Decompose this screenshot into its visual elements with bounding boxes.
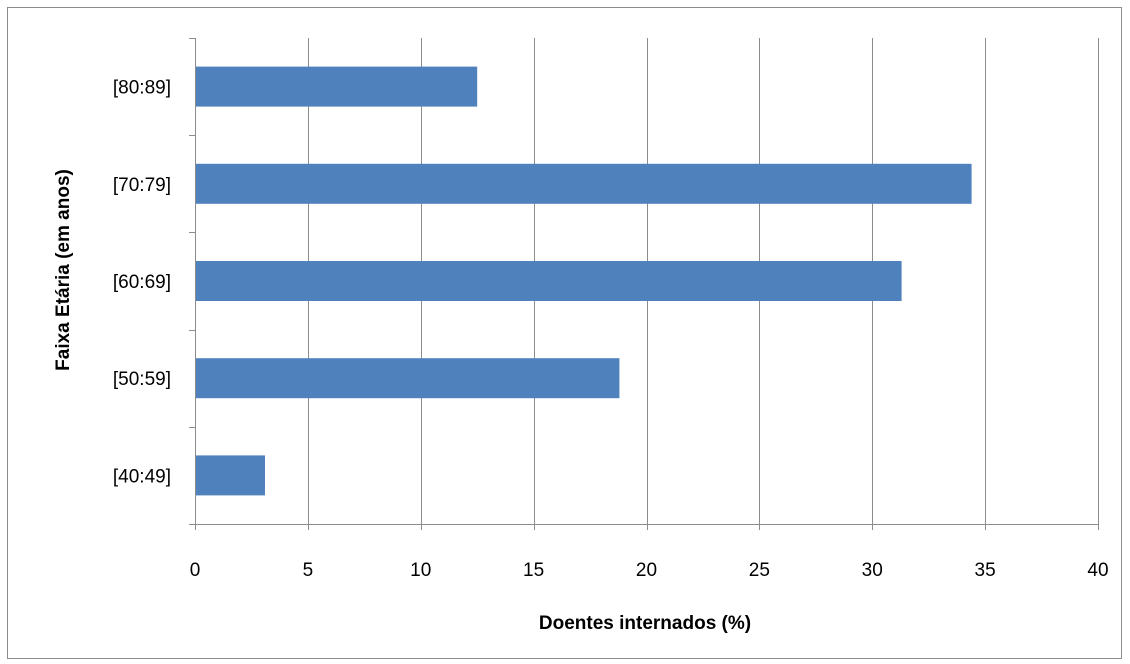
- bar: [196, 261, 902, 301]
- y-tick-labels: [40:49] [50:59] [60:69] [70:79] [80:89]: [113, 78, 171, 488]
- x-tick-label: 15: [523, 560, 544, 581]
- y-tick-label: [70:79]: [113, 175, 171, 196]
- x-tick-labels: 0 5 10 15 20 25 30 35 40: [190, 560, 1109, 581]
- y-tick-label: [80:89]: [113, 78, 171, 99]
- bars: [196, 66, 972, 496]
- x-tick-label: 5: [303, 560, 314, 581]
- y-tick-label: [40:49]: [113, 466, 171, 487]
- chart-frame: [7, 7, 1122, 659]
- y-tick-label: [50:59]: [113, 369, 171, 390]
- x-tick-label: 25: [749, 560, 770, 581]
- x-tick-label: 40: [1087, 560, 1108, 581]
- x-tick-label: 20: [636, 560, 657, 581]
- bar: [196, 455, 265, 496]
- bar: [196, 66, 478, 107]
- bar: [196, 358, 620, 399]
- axes: [189, 38, 1099, 530]
- y-axis-title: Faixa Etária (em anos): [53, 169, 74, 371]
- x-tick-label: 0: [190, 560, 201, 581]
- bar: [196, 163, 972, 204]
- x-tick-label: 30: [862, 560, 883, 581]
- x-axis-title: Doentes internados (%): [539, 613, 751, 634]
- x-tick-label: 10: [410, 560, 431, 581]
- x-tick-label: 35: [975, 560, 996, 581]
- y-tick-label: [60:69]: [113, 272, 171, 293]
